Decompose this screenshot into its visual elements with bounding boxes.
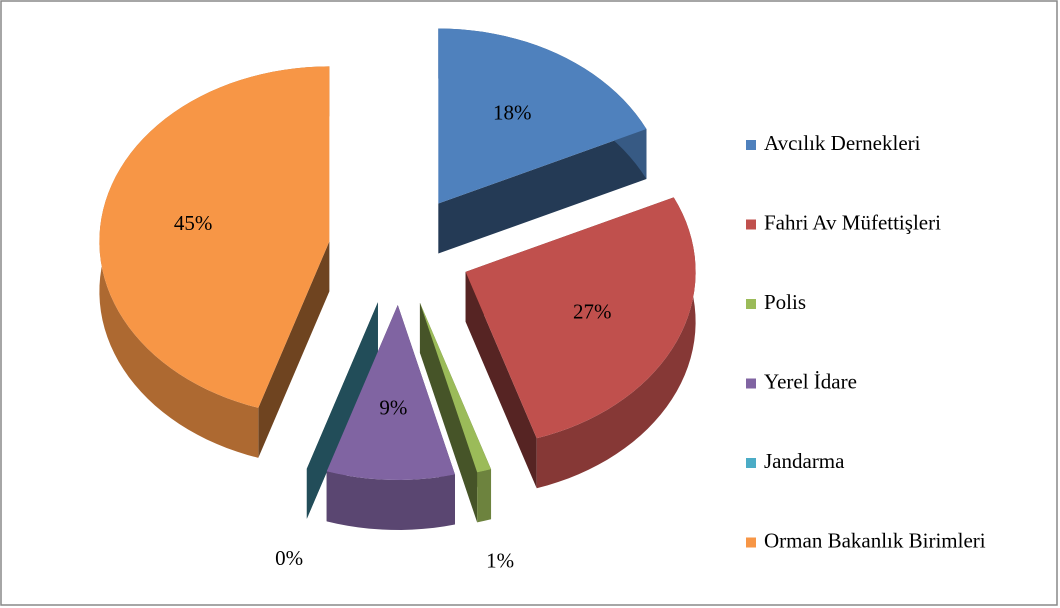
legend-swatch	[746, 140, 756, 150]
slice-top	[438, 28, 647, 204]
slice	[419, 302, 492, 523]
legend-label: Jandarma	[764, 449, 845, 473]
data-label: 45%	[174, 211, 213, 235]
slice-edge	[465, 271, 537, 489]
slice-side	[477, 469, 492, 523]
data-label: 27%	[573, 299, 612, 323]
slice-top	[99, 66, 330, 408]
legend-label: Avcılık Dernekleri	[764, 131, 921, 155]
legend-label: Yerel İdare	[764, 369, 857, 393]
legend-label: Orman Bakanlık Birimleri	[764, 528, 986, 552]
data-label: 9%	[379, 396, 407, 420]
legend-swatch	[746, 219, 756, 230]
slice-top	[465, 197, 696, 439]
slice-edge	[258, 241, 330, 458]
legend-swatch	[746, 537, 756, 548]
slice-top	[419, 302, 492, 473]
data-label: 1%	[486, 549, 514, 573]
slice-side	[536, 197, 696, 489]
legend-label: Polis	[764, 290, 806, 314]
slice-edge	[438, 129, 647, 254]
legend-swatch	[746, 458, 756, 468]
legend-label: Fahri Av Müfettişleri	[764, 210, 941, 234]
slice-top	[326, 304, 455, 480]
legend-swatch	[746, 378, 756, 389]
slice-edge	[306, 302, 378, 519]
legend-swatch	[746, 299, 756, 309]
slice-tops	[99, 28, 696, 480]
slice-side	[326, 471, 455, 530]
data-label: 0%	[275, 546, 303, 570]
slice-edge	[419, 302, 478, 523]
slice	[306, 302, 378, 519]
data-label: 18%	[493, 101, 532, 125]
